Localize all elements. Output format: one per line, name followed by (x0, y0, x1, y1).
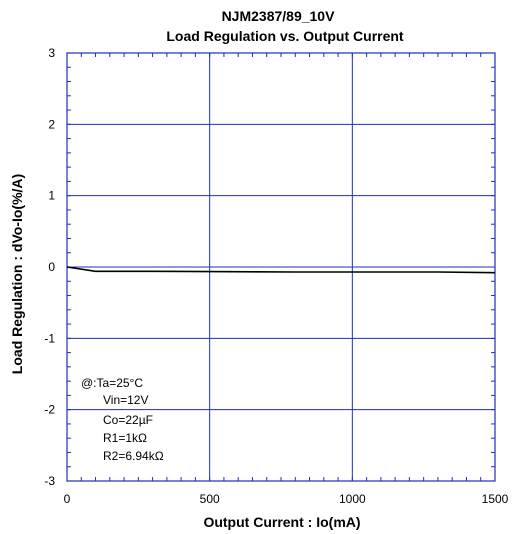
y-tick-label: 3 (48, 46, 55, 60)
y-axis-title: Load Regulation : dVo-Io(%/A) (9, 174, 25, 374)
y-tick-label: -3 (44, 474, 55, 488)
tick-labels: 0 500 1000 1500 -3 -2 -1 0 1 2 3 (44, 46, 508, 506)
annotation-line-2: Vin=12V (103, 393, 149, 407)
minor-ticks (66, 52, 496, 482)
chart-subtitle: Load Regulation vs. Output Current (166, 28, 404, 44)
y-tick-label: 0 (48, 260, 55, 274)
annotation-line-3: Co=22µF (103, 413, 153, 427)
chart-title: NJM2387/89_10V (222, 8, 336, 24)
y-tick-label: -1 (44, 331, 55, 345)
annotation-line-5: R2=6.94kΩ (103, 449, 164, 463)
y-tick-label: 1 (48, 189, 55, 203)
x-tick-label: 1500 (482, 492, 509, 506)
x-tick-label: 1000 (339, 492, 366, 506)
annotation-line-4: R1=1kΩ (103, 431, 147, 445)
y-tick-label: 2 (48, 117, 55, 131)
x-tick-label: 500 (200, 492, 220, 506)
x-tick-label: 0 (64, 492, 71, 506)
annotation-line-1: @:Ta=25°C (81, 376, 143, 390)
series-line-1 (66, 266, 496, 274)
x-axis-title: Output Current : Io(mA) (203, 514, 360, 530)
grid (67, 53, 495, 481)
y-tick-label: -2 (44, 403, 55, 417)
annotation-block: @:Ta=25°C Vin=12V Co=22µF R1=1kΩ R2=6.94… (81, 376, 164, 463)
series (66, 266, 496, 274)
